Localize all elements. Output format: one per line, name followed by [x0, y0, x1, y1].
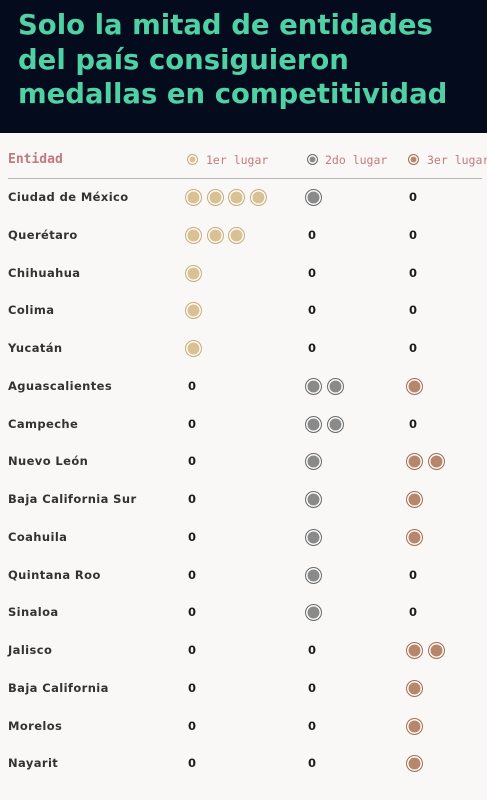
silver-medal-icon — [305, 377, 322, 395]
first-place-zero: 0 — [187, 718, 196, 733]
entity-label: Yucatán — [8, 341, 63, 355]
second-place-zero: 0 — [307, 265, 316, 280]
silver-medal-icon — [305, 453, 322, 471]
entity-label: Sinaloa — [8, 605, 59, 620]
column-header-entity: Entidad — [8, 152, 63, 167]
entity-label: Colima — [8, 303, 55, 318]
first-place-zero: 0 — [187, 416, 196, 431]
gold-medal-legend-icon — [187, 154, 198, 165]
bronze-medal-icon — [427, 642, 445, 659]
second-place-zero: 0 — [307, 643, 316, 657]
entity-label: Ciudad de México — [8, 190, 129, 204]
entity-label: Chihuahua — [8, 265, 81, 280]
silver-medal-legend-icon — [307, 154, 318, 165]
first-place-zero: 0 — [187, 492, 196, 506]
gold-medal-icon — [185, 340, 202, 357]
column-header-second: 2do lugar — [325, 153, 388, 167]
entity-label: Baja California Sur — [8, 492, 137, 506]
bronze-medal-icon — [406, 453, 423, 471]
third-place-zero: 0 — [408, 341, 417, 355]
first-place-zero: 0 — [187, 680, 196, 695]
second-place-zero: 0 — [307, 227, 316, 242]
bronze-medal-icon — [406, 717, 423, 735]
gold-medal-icon — [185, 302, 202, 320]
silver-medal-icon — [305, 415, 322, 433]
first-place-zero: 0 — [187, 643, 196, 657]
first-place-zero: 0 — [187, 567, 196, 582]
gold-medal-icon — [206, 189, 224, 206]
entity-label: Aguascalientes — [8, 378, 113, 393]
third-place-zero: 0 — [408, 190, 417, 204]
second-place-zero: 0 — [307, 303, 316, 318]
bronze-medal-icon — [406, 491, 423, 508]
entity-label: Coahuila — [8, 529, 68, 544]
entity-label: Jalisco — [8, 643, 53, 657]
gold-medal-icon — [185, 189, 202, 206]
first-place-zero: 0 — [187, 529, 196, 544]
medal-table: Entidad 1er lugar 2do lugar 3er lugar Ci… — [0, 133, 487, 800]
gold-medal-icon — [185, 226, 202, 244]
third-place-zero: 0 — [408, 605, 417, 620]
silver-medal-icon — [305, 528, 322, 546]
entity-label: Quintana Roo — [8, 567, 101, 582]
bronze-medal-legend-icon — [408, 154, 419, 165]
gold-medal-icon — [206, 226, 224, 244]
entity-label: Nayarit — [8, 756, 59, 771]
gold-medal-icon — [228, 189, 245, 206]
first-place-zero: 0 — [187, 605, 196, 620]
bronze-medal-icon — [406, 642, 423, 659]
silver-medal-icon — [305, 189, 322, 206]
silver-medal-icon — [326, 415, 344, 433]
title-banner: Solo la mitad de entidades del país cons… — [0, 0, 487, 133]
entity-label: Campeche — [8, 416, 79, 431]
silver-medal-icon — [305, 566, 322, 584]
bronze-medal-icon — [427, 453, 445, 471]
third-place-zero: 0 — [408, 567, 417, 582]
entity-label: Querétaro — [8, 227, 78, 242]
second-place-zero: 0 — [307, 341, 316, 355]
header-divider — [8, 178, 482, 179]
column-header-third: 3er lugar — [427, 153, 487, 167]
first-place-zero: 0 — [187, 378, 196, 393]
entity-label: Baja California — [8, 680, 109, 695]
third-place-zero: 0 — [408, 416, 417, 431]
gold-medal-icon — [249, 189, 267, 206]
second-place-zero: 0 — [307, 756, 316, 771]
second-place-zero: 0 — [307, 680, 316, 695]
silver-medal-icon — [305, 491, 322, 508]
bronze-medal-icon — [406, 755, 423, 773]
third-place-zero: 0 — [408, 265, 417, 280]
second-place-zero: 0 — [307, 718, 316, 733]
bronze-medal-icon — [406, 528, 423, 546]
silver-medal-icon — [326, 377, 344, 395]
entity-label: Nuevo León — [8, 454, 89, 469]
third-place-zero: 0 — [408, 303, 417, 318]
entity-label: Morelos — [8, 718, 63, 733]
bronze-medal-icon — [406, 377, 423, 395]
bronze-medal-icon — [406, 679, 423, 697]
gold-medal-icon — [228, 226, 245, 244]
chart-title: Solo la mitad de entidades del país cons… — [18, 9, 448, 110]
first-place-zero: 0 — [187, 756, 196, 771]
silver-medal-icon — [305, 604, 322, 622]
third-place-zero: 0 — [408, 227, 417, 242]
column-header-first: 1er lugar — [206, 153, 269, 167]
gold-medal-icon — [185, 264, 202, 282]
first-place-zero: 0 — [187, 454, 196, 469]
